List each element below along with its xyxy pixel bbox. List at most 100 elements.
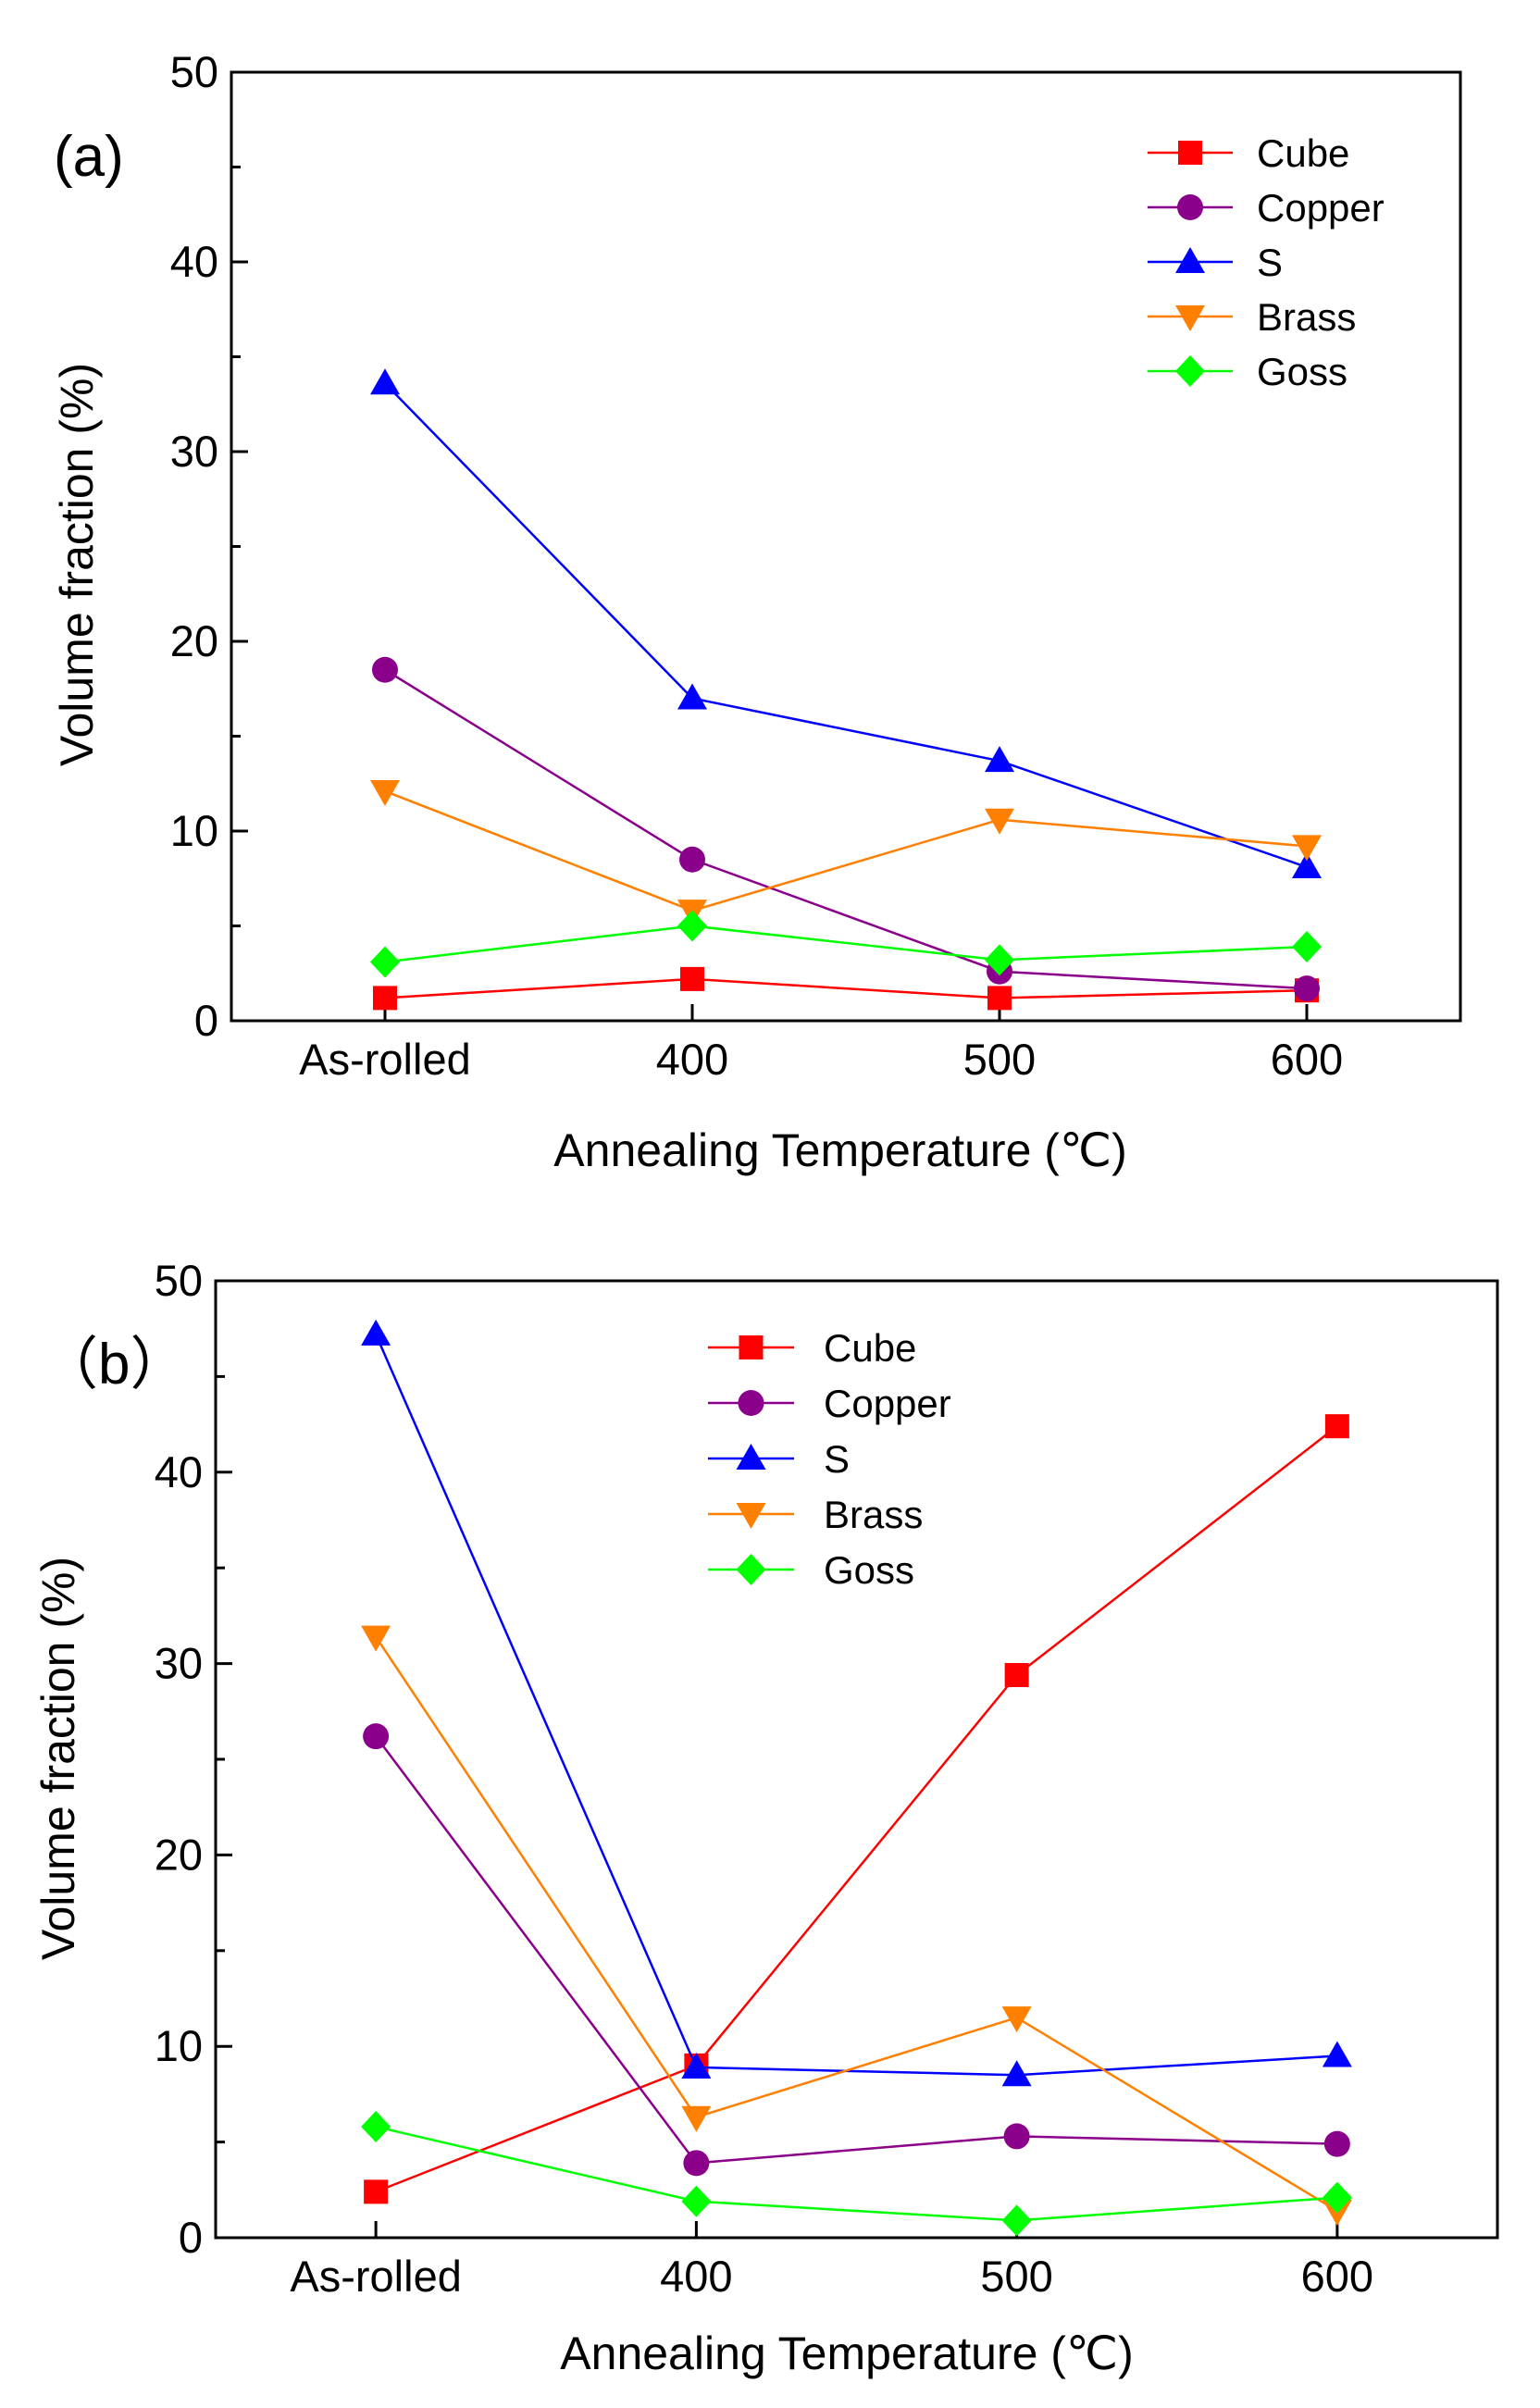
panel-a-legend-marker xyxy=(1175,355,1205,387)
panel-b-legend-label: Copper xyxy=(824,1382,951,1425)
panel-a-legend-item-cube: Cube xyxy=(1148,131,1349,175)
panel-a-series-goss xyxy=(370,910,1322,978)
panel-a-series-s xyxy=(370,368,1322,878)
panel-a-x-axis-title: Annealing Temperature (℃) xyxy=(553,1124,1126,1176)
panel-a-legend-item-brass: Brass xyxy=(1148,295,1356,339)
panel-b-cube-point xyxy=(1004,1663,1029,1688)
panel-a-cube-point xyxy=(373,986,397,1011)
panel-b-brass-point xyxy=(681,2105,712,2132)
panel-a-cube-point xyxy=(987,986,1012,1011)
panel-b-x-tick-label: 400 xyxy=(660,2252,732,2301)
panel-b-copper-point xyxy=(1003,2123,1030,2150)
panel-a-s-point xyxy=(1292,851,1322,878)
panel-b-x-tick-label: As-rolled xyxy=(290,2252,461,2301)
panel-a-legend-item-copper: Copper xyxy=(1148,186,1385,230)
panel-a-series-copper xyxy=(372,656,1320,1002)
panel-a-copper-point xyxy=(679,846,705,873)
panel-a-series-cube xyxy=(373,966,1319,1011)
panel-b-y-tick-label: 20 xyxy=(155,1830,203,1879)
panel-b-series-brass xyxy=(361,1625,1352,2227)
panel-a-goss-point xyxy=(985,944,1014,976)
panel-a-s-line xyxy=(384,382,1308,869)
panel-a-y-tick-label: 30 xyxy=(170,427,218,476)
panel-b-y-tick-label: 40 xyxy=(155,1447,203,1496)
panel-a-brass-point xyxy=(370,779,400,806)
panel-b-goss-point xyxy=(361,2111,391,2143)
panel-a-goss-point xyxy=(677,910,707,942)
panel-b-legend-item-copper: Copper xyxy=(708,1382,951,1425)
panel-b-s-line xyxy=(374,1334,1337,2077)
panel-b-legend-label: Goss xyxy=(824,1548,914,1592)
panel-a-legend-label: Copper xyxy=(1257,186,1385,230)
panel-b-brass-line xyxy=(375,1635,1338,2213)
panel-b-brass-point xyxy=(361,1625,391,1652)
panel-a-copper-point xyxy=(1294,975,1320,1002)
panel-b-legend-item-s: S xyxy=(708,1437,850,1481)
panel-a-s-point xyxy=(370,368,400,395)
panel-a-legend-marker xyxy=(1175,305,1205,331)
panel-b-s-point xyxy=(1322,2041,1352,2067)
panel-b-copper-point xyxy=(1323,2130,1350,2157)
panel-b-legend: Cube Copper S Brass Goss xyxy=(708,1326,951,1592)
panel-b-x-tick-label: 500 xyxy=(980,2252,1052,2301)
panel-b-cube-line xyxy=(375,1425,1338,2193)
panel-a-x-tick-label: 400 xyxy=(656,1035,728,1084)
panel-a-label: (a) xyxy=(54,125,124,189)
panel-a-y-axis-title: Volume fraction (%) xyxy=(51,363,103,766)
panel-a-brass-point xyxy=(1292,835,1322,862)
panel-a-goss-point xyxy=(1292,931,1322,963)
panel-b-goss-point xyxy=(1001,2204,1032,2237)
panel-b-series-copper xyxy=(363,1723,1350,2177)
panel-a-series-brass xyxy=(370,779,1322,926)
panel-b-goss-point xyxy=(1322,2181,1352,2214)
panel-b-goss-point xyxy=(681,2185,712,2217)
panel-a-legend-marker xyxy=(1175,247,1205,273)
panel-b-y-tick-label: 30 xyxy=(155,1639,203,1688)
panel-b-y-tick-label: 0 xyxy=(179,2213,203,2262)
panel-a-goss-line xyxy=(384,925,1308,963)
panel-a-x-tick-label: As-rolled xyxy=(299,1035,470,1084)
panel-b-legend-item-goss: Goss xyxy=(708,1548,914,1592)
panel-a-goss-point xyxy=(370,946,400,978)
panel-a-cube-line xyxy=(384,977,1308,999)
panel-b-legend-marker xyxy=(738,1390,764,1416)
panel-a-y-tick-label: 10 xyxy=(170,806,218,855)
panel-a-y-tick-label: 50 xyxy=(170,47,218,96)
panel-b-x-axis-title: Annealing Temperature (℃) xyxy=(560,2327,1133,2379)
panel-b-y-tick-label: 10 xyxy=(155,2021,203,2070)
panel-a-legend-label: Brass xyxy=(1257,295,1356,339)
panel-b-legend-marker xyxy=(736,1503,766,1529)
panel-b-chart: （b） Annealing Temperature (℃) Volume fra… xyxy=(32,1256,1499,2379)
panel-a-legend-marker xyxy=(1178,141,1202,165)
panel-a-legend-item-s: S xyxy=(1148,241,1283,284)
panel-b-y-axis-title: Volume fraction (%) xyxy=(32,1557,84,1960)
panel-b-x-tick-label: 600 xyxy=(1301,2252,1373,2301)
panel-a-x-tick-label: 500 xyxy=(963,1035,1036,1084)
panel-a-legend-label: Goss xyxy=(1257,350,1348,393)
panel-b-s-point xyxy=(361,1319,391,1346)
panel-a-legend-label: Cube xyxy=(1257,131,1349,175)
panel-a-legend-item-goss: Goss xyxy=(1148,350,1348,393)
panel-b-legend-label: Brass xyxy=(824,1493,923,1536)
panel-b-y-tick-label: 50 xyxy=(155,1256,203,1305)
panel-a-copper-line xyxy=(384,668,1308,990)
panel-a-legend-marker xyxy=(1177,194,1203,220)
panel-a-brass-point xyxy=(985,808,1014,835)
panel-b-copper-point xyxy=(683,2150,710,2177)
panel-a-cube-point xyxy=(680,966,704,991)
panel-b-copper-point xyxy=(363,1723,390,1750)
panel-b-goss-line xyxy=(375,2125,1337,2222)
panel-b-copper-line xyxy=(375,1735,1337,2165)
panel-b-legend-item-brass: Brass xyxy=(708,1493,923,1536)
panel-b-legend-marker xyxy=(736,1554,766,1585)
panel-b-series-cube xyxy=(364,1414,1349,2204)
panel-b-legend-label: S xyxy=(824,1437,850,1481)
panel-b-legend-marker xyxy=(736,1444,766,1470)
panel-a-s-point xyxy=(677,683,707,710)
panel-b-cube-point xyxy=(1324,1414,1349,1439)
panel-b-s-point xyxy=(681,2052,712,2079)
panel-b-s-point xyxy=(1001,2060,1032,2087)
panel-a-legend-label: S xyxy=(1257,241,1283,284)
panel-b-series-goss xyxy=(361,2111,1352,2237)
